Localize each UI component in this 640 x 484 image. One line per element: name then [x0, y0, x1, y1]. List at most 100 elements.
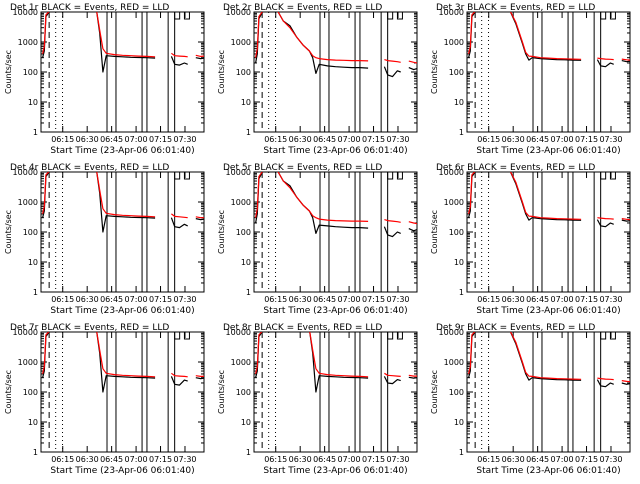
marker-box: [387, 331, 394, 340]
x-tick-label: 07:15: [362, 135, 385, 144]
series-line-lld: [255, 12, 417, 64]
panel-8: Det 8r BLACK = Events, RED = LLD 1 10 100 10…: [217, 323, 418, 476]
marker-box: [174, 11, 181, 20]
x-tick-label: 07:30: [386, 455, 409, 464]
y-tick-label: 1: [459, 448, 464, 457]
x-tick-label: 07:00: [125, 135, 148, 144]
y-tick-label: 1000: [444, 358, 464, 367]
y-tick-label: 1: [33, 288, 38, 297]
series-line-lld: [42, 172, 204, 219]
x-tick-label: 06:15: [264, 135, 287, 144]
x-tick-label: 06:45: [526, 295, 549, 304]
y-tick-label: 10000: [226, 328, 251, 337]
x-tick-label: 06:15: [264, 455, 287, 464]
x-tick-label: 06:45: [313, 295, 336, 304]
y-tick-label: 100: [23, 228, 38, 237]
y-tick-label: 10000: [13, 8, 38, 17]
y-tick-label: 1: [33, 128, 38, 137]
marker-box: [183, 11, 190, 20]
y-tick-label: 10: [241, 98, 251, 107]
panel-title: Det 9r BLACK = Events, RED = LLD: [436, 323, 595, 333]
x-tick-label: 06:30: [76, 455, 99, 464]
series-line-lld: [42, 332, 204, 378]
y-tick-label: 1000: [18, 38, 38, 47]
panel-9: Det 9r BLACK = Events, RED = LLD 1 10 100 10…: [430, 323, 631, 476]
x-axis-label: Start Time (23-Apr-06 06:01:40): [263, 306, 407, 316]
x-tick-label: 06:15: [51, 135, 74, 144]
panel-5: Det 5r BLACK = Events, RED = LLD 1 10 100 10…: [217, 163, 418, 316]
x-tick-label: 07:30: [173, 135, 196, 144]
x-tick-label: 07:00: [125, 455, 148, 464]
x-tick-label: 06:45: [100, 295, 123, 304]
y-tick-label: 1: [459, 128, 464, 137]
marker-box: [396, 331, 403, 340]
panel-title: Det 3r BLACK = Events, RED = LLD: [436, 3, 595, 13]
x-tick-label: 06:30: [502, 135, 525, 144]
y-tick-label: 1000: [231, 38, 251, 47]
y-tick-label: 100: [236, 228, 251, 237]
x-tick-label: 07:30: [173, 455, 196, 464]
y-axis-label: Counts/sec: [4, 50, 13, 94]
x-tick-label: 07:15: [575, 295, 598, 304]
x-tick-label: 07:30: [386, 135, 409, 144]
y-axis-label: Counts/sec: [430, 210, 439, 254]
x-tick-label: 06:15: [51, 455, 74, 464]
y-tick-label: 10: [241, 258, 251, 267]
y-tick-label: 10000: [439, 168, 464, 177]
y-tick-label: 100: [23, 68, 38, 77]
x-tick-label: 06:45: [526, 135, 549, 144]
marker-box: [609, 171, 616, 180]
y-tick-label: 1000: [18, 198, 38, 207]
x-axis-label: Start Time (23-Apr-06 06:01:40): [476, 146, 620, 156]
y-tick-label: 1000: [231, 198, 251, 207]
x-tick-label: 06:15: [51, 295, 74, 304]
y-tick-label: 1000: [444, 38, 464, 47]
x-tick-label: 06:30: [502, 455, 525, 464]
x-tick-label: 06:30: [502, 295, 525, 304]
y-tick-label: 1000: [231, 358, 251, 367]
x-tick-label: 06:45: [313, 135, 336, 144]
x-tick-label: 07:00: [125, 295, 148, 304]
y-tick-label: 100: [236, 388, 251, 397]
x-tick-label: 06:30: [289, 455, 312, 464]
series-line-lld: [255, 332, 417, 378]
y-tick-label: 100: [449, 228, 464, 237]
y-tick-label: 10: [28, 98, 38, 107]
marker-box: [174, 171, 181, 180]
x-tick-label: 06:15: [477, 135, 500, 144]
y-tick-label: 100: [449, 68, 464, 77]
y-tick-label: 10: [454, 418, 464, 427]
x-tick-label: 07:00: [338, 135, 361, 144]
x-tick-label: 07:30: [599, 295, 622, 304]
y-axis-label: Counts/sec: [217, 50, 226, 94]
y-axis-label: Counts/sec: [4, 210, 13, 254]
series-line-events: [42, 12, 204, 73]
marker-box: [396, 171, 403, 180]
x-axis-label: Start Time (23-Apr-06 06:01:40): [50, 466, 194, 476]
x-tick-label: 07:00: [338, 455, 361, 464]
x-tick-label: 06:45: [313, 455, 336, 464]
y-tick-label: 10000: [13, 328, 38, 337]
y-tick-label: 1: [246, 128, 251, 137]
y-tick-label: 10000: [13, 168, 38, 177]
y-tick-label: 1: [33, 448, 38, 457]
series-line-events: [255, 332, 417, 393]
x-axis-label: Start Time (23-Apr-06 06:01:40): [263, 466, 407, 476]
marker-box: [183, 331, 190, 340]
y-tick-label: 10000: [226, 8, 251, 17]
y-axis-label: Counts/sec: [4, 370, 13, 414]
y-tick-label: 1: [459, 288, 464, 297]
y-axis-label: Counts/sec: [217, 370, 226, 414]
panel-7: Det 7r BLACK = Events, RED = LLD 1 10 100 10…: [4, 323, 205, 476]
x-tick-label: 06:30: [76, 135, 99, 144]
y-axis-label: Counts/sec: [217, 210, 226, 254]
y-tick-label: 10: [241, 418, 251, 427]
y-tick-label: 10: [28, 258, 38, 267]
x-tick-label: 07:30: [173, 295, 196, 304]
series-line-events: [42, 172, 204, 233]
y-tick-label: 10: [454, 98, 464, 107]
marker-box: [174, 331, 181, 340]
panel-title: Det 8r BLACK = Events, RED = LLD: [223, 323, 382, 333]
x-axis-label: Start Time (23-Apr-06 06:01:40): [476, 306, 620, 316]
